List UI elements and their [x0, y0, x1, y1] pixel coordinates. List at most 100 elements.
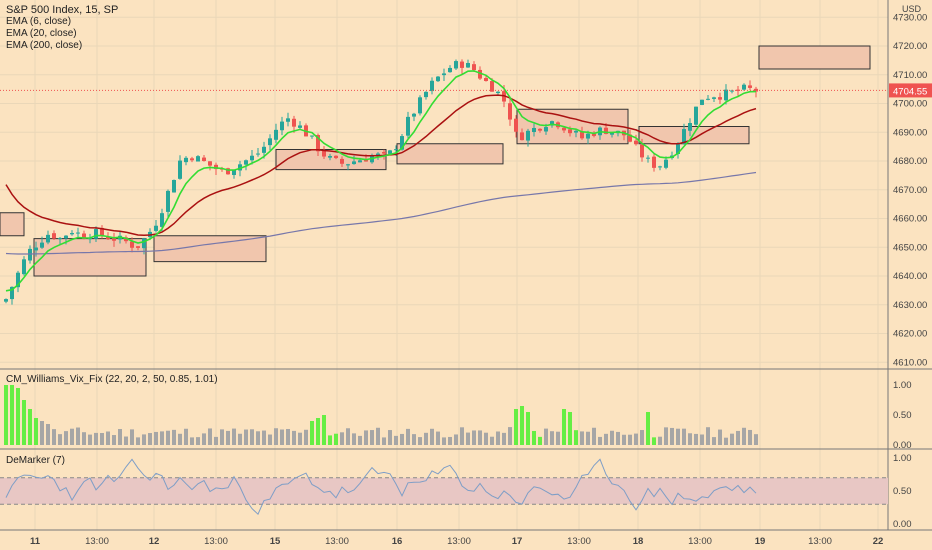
- vix-bar: [652, 437, 656, 445]
- time-tick-label: 15: [270, 536, 281, 547]
- vix-legend[interactable]: CM_Williams_Vix_Fix (22, 20, 2, 50, 0.85…: [6, 374, 218, 385]
- candle-body: [712, 97, 716, 99]
- candle-body: [172, 179, 176, 193]
- demarker-legend[interactable]: DeMarker (7): [6, 455, 65, 466]
- vix-bar: [496, 431, 500, 445]
- candle-body: [16, 272, 20, 288]
- candle-body: [262, 146, 266, 153]
- candle-body: [580, 131, 584, 139]
- candle-body: [124, 237, 128, 242]
- vix-bar: [130, 429, 134, 445]
- vix-bar: [154, 431, 158, 445]
- demarker-tick-label: 0.50: [893, 486, 912, 497]
- vix-bar: [586, 431, 590, 445]
- vix-bar: [46, 424, 50, 445]
- candle-body: [256, 153, 260, 155]
- candle-body: [454, 61, 458, 69]
- vix-bar: [466, 432, 470, 445]
- time-tick-label: 13:00: [447, 536, 471, 547]
- legend-ema-6[interactable]: EMA (6, close): [6, 16, 72, 27]
- ema-20-line: [5, 94, 757, 237]
- candle-body: [604, 127, 608, 134]
- vix-bar: [10, 385, 14, 445]
- vix-bar: [76, 427, 80, 445]
- vix-bar: [514, 409, 518, 445]
- candle-body: [424, 91, 428, 98]
- candle-body: [112, 238, 116, 241]
- time-tick-label: 11: [30, 536, 41, 547]
- candle-body: [280, 121, 284, 131]
- zones: [0, 45, 871, 277]
- candle-body: [574, 130, 578, 133]
- vix-bar: [94, 432, 98, 445]
- legend-ema-200[interactable]: EMA (200, close): [6, 40, 83, 51]
- candle-body: [286, 118, 290, 122]
- vix-bar: [202, 433, 206, 445]
- vix-bar: [412, 434, 416, 445]
- vix-bar: [634, 433, 638, 445]
- time-tick-label: 19: [755, 536, 766, 547]
- vix-bar: [232, 428, 236, 445]
- price-tick-label: 4610.00: [893, 357, 927, 368]
- candle-body: [358, 160, 362, 163]
- candle-body: [730, 90, 734, 92]
- zone-box: [153, 235, 267, 263]
- vix-bar: [106, 431, 110, 445]
- vix-tick-label: 0.50: [893, 410, 912, 421]
- candle-body: [526, 130, 530, 141]
- candle-body: [664, 159, 668, 168]
- candle-body: [10, 286, 14, 300]
- zone-box: [33, 238, 147, 277]
- vix-tick-label: 0.00: [893, 440, 912, 451]
- candle-body: [724, 89, 728, 101]
- price-tick-label: 4650.00: [893, 242, 927, 253]
- vix-bar: [112, 435, 116, 445]
- candle-body: [448, 67, 452, 73]
- vix-bar: [742, 427, 746, 445]
- vix-bar: [352, 433, 356, 445]
- vix-bar: [688, 433, 692, 445]
- vix-bar: [394, 435, 398, 445]
- price-tick-label: 4690.00: [893, 127, 927, 138]
- demarker-tick-label: 0.00: [893, 519, 912, 530]
- candle-body: [532, 127, 536, 133]
- candle-body: [658, 166, 662, 168]
- candle-body: [418, 97, 422, 114]
- time-tick-label: 22: [873, 536, 884, 547]
- candle-body: [562, 127, 566, 131]
- vix-bar: [88, 434, 92, 445]
- candle-body: [544, 127, 548, 132]
- vix-bar: [724, 437, 728, 445]
- candle-body: [160, 213, 164, 227]
- vix-bar: [58, 434, 62, 445]
- candle-body: [70, 233, 74, 235]
- vix-bar: [304, 429, 308, 445]
- price-tick-label: 4710.00: [893, 70, 927, 81]
- candle-body: [406, 116, 410, 136]
- legend-ema-20[interactable]: EMA (20, close): [6, 28, 77, 39]
- candle-body: [466, 62, 470, 68]
- candle-body: [472, 64, 476, 71]
- ema-6-line: [5, 70, 757, 292]
- candle-body: [316, 135, 320, 152]
- candle-body: [184, 157, 188, 163]
- time-tick-label: 13:00: [85, 536, 109, 547]
- vix-bar: [184, 428, 188, 445]
- vix-bar: [388, 430, 392, 445]
- vix-bar: [256, 431, 260, 445]
- time-tick-label: 18: [633, 536, 644, 547]
- vix-bar: [490, 436, 494, 445]
- demarker-band: [0, 477, 888, 505]
- vix-bar: [250, 429, 254, 445]
- candle-body: [292, 118, 296, 127]
- chart-title[interactable]: S&P 500 Index, 15, SP: [6, 4, 119, 16]
- vix-bar: [370, 430, 374, 445]
- candle-body: [82, 233, 86, 239]
- candle-body: [628, 134, 632, 142]
- candle-body: [442, 73, 446, 76]
- time-tick-label: 16: [392, 536, 403, 547]
- candle-body: [268, 138, 272, 146]
- vix-bar: [550, 431, 554, 445]
- candle-body: [436, 76, 440, 82]
